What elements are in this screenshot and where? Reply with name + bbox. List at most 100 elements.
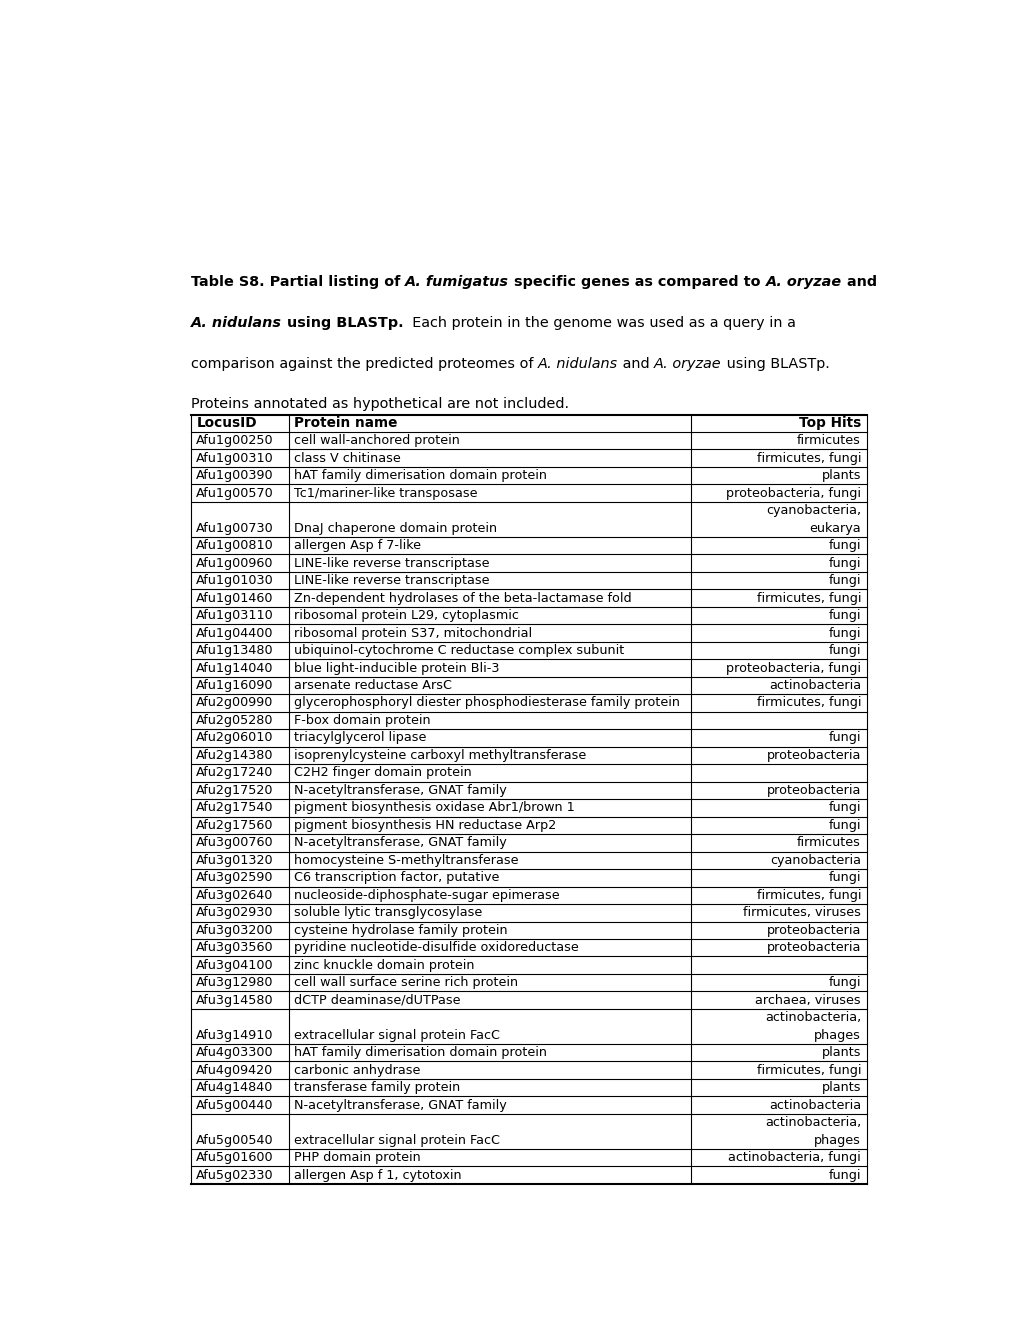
Text: Afu2g17540: Afu2g17540: [196, 801, 273, 814]
Text: Afu2g17560: Afu2g17560: [196, 818, 273, 832]
Text: phages: phages: [813, 1028, 860, 1041]
Text: phages: phages: [813, 1134, 860, 1147]
Text: LINE-like reverse transcriptase: LINE-like reverse transcriptase: [294, 557, 489, 570]
Text: pyridine nucleotide-disulfide oxidoreductase: pyridine nucleotide-disulfide oxidoreduc…: [294, 941, 579, 954]
Text: Afu1g16090: Afu1g16090: [196, 678, 273, 692]
Text: and: and: [841, 276, 876, 289]
Text: using BLASTp.: using BLASTp.: [721, 356, 828, 371]
Text: actinobacteria,: actinobacteria,: [764, 1115, 860, 1129]
Text: Afu3g02590: Afu3g02590: [196, 871, 273, 884]
Text: proteobacteria: proteobacteria: [766, 941, 860, 954]
Text: fungi: fungi: [827, 1168, 860, 1181]
Text: proteobacteria: proteobacteria: [766, 748, 860, 762]
Text: carbonic anhydrase: carbonic anhydrase: [294, 1064, 420, 1077]
Text: Afu1g00730: Afu1g00730: [196, 521, 274, 535]
Text: Afu1g00390: Afu1g00390: [196, 469, 274, 482]
Text: transferase family protein: transferase family protein: [294, 1081, 460, 1094]
Text: cell wall surface serine rich protein: cell wall surface serine rich protein: [294, 977, 518, 989]
Text: proteobacteria, fungi: proteobacteria, fungi: [726, 661, 860, 675]
Text: A. oryzae: A. oryzae: [764, 276, 841, 289]
Text: proteobacteria: proteobacteria: [766, 924, 860, 937]
Text: nucleoside-diphosphate-sugar epimerase: nucleoside-diphosphate-sugar epimerase: [294, 888, 559, 902]
Text: firmicutes, fungi: firmicutes, fungi: [756, 697, 860, 709]
Text: A. nidulans: A. nidulans: [537, 356, 618, 371]
Text: Protein name: Protein name: [294, 416, 397, 430]
Text: DnaJ chaperone domain protein: DnaJ chaperone domain protein: [294, 521, 497, 535]
Text: N-acetyltransferase, GNAT family: N-acetyltransferase, GNAT family: [294, 1098, 506, 1111]
Text: Top Hits: Top Hits: [798, 416, 860, 430]
Text: plants: plants: [820, 1081, 860, 1094]
Text: A. oryzae: A. oryzae: [653, 356, 721, 371]
Text: Afu3g03560: Afu3g03560: [196, 941, 274, 954]
Text: firmicutes: firmicutes: [797, 434, 860, 447]
Text: fungi: fungi: [827, 574, 860, 587]
Text: firmicutes, fungi: firmicutes, fungi: [756, 888, 860, 902]
Text: C2H2 finger domain protein: C2H2 finger domain protein: [294, 767, 472, 779]
Text: proteobacteria, fungi: proteobacteria, fungi: [726, 487, 860, 500]
Text: plants: plants: [820, 469, 860, 482]
Text: allergen Asp f 1, cytotoxin: allergen Asp f 1, cytotoxin: [294, 1168, 462, 1181]
Text: comparison against the predicted proteomes of: comparison against the predicted proteom…: [191, 356, 537, 371]
Text: N-acetyltransferase, GNAT family: N-acetyltransferase, GNAT family: [294, 837, 506, 849]
Text: Afu5g01600: Afu5g01600: [196, 1151, 274, 1164]
Text: F-box domain protein: F-box domain protein: [294, 714, 430, 727]
Text: Each protein in the genome was used as a query in a: Each protein in the genome was used as a…: [403, 315, 796, 330]
Text: Afu3g14580: Afu3g14580: [196, 994, 274, 1007]
Text: Afu2g17520: Afu2g17520: [196, 784, 273, 797]
Text: actinobacteria: actinobacteria: [768, 1098, 860, 1111]
Text: Afu1g01460: Afu1g01460: [196, 591, 273, 605]
Text: Afu1g00570: Afu1g00570: [196, 487, 274, 500]
Text: PHP domain protein: PHP domain protein: [294, 1151, 421, 1164]
Text: fungi: fungi: [827, 557, 860, 570]
Text: Afu3g01320: Afu3g01320: [196, 854, 274, 867]
Text: Afu1g00960: Afu1g00960: [196, 557, 273, 570]
Text: dCTP deaminase/dUTPase: dCTP deaminase/dUTPase: [294, 994, 461, 1007]
Text: LINE-like reverse transcriptase: LINE-like reverse transcriptase: [294, 574, 489, 587]
Text: N-acetyltransferase, GNAT family: N-acetyltransferase, GNAT family: [294, 784, 506, 797]
Text: Afu3g02930: Afu3g02930: [196, 907, 273, 919]
Text: proteobacteria: proteobacteria: [766, 784, 860, 797]
Text: class V chitinase: class V chitinase: [294, 451, 400, 465]
Text: Afu1g03110: Afu1g03110: [196, 609, 274, 622]
Text: Tc1/mariner-like transposase: Tc1/mariner-like transposase: [294, 487, 477, 500]
Text: extracellular signal protein FacC: extracellular signal protein FacC: [294, 1028, 499, 1041]
Text: and: and: [618, 356, 653, 371]
Text: firmicutes, fungi: firmicutes, fungi: [756, 451, 860, 465]
Text: fungi: fungi: [827, 818, 860, 832]
Text: actinobacteria, fungi: actinobacteria, fungi: [728, 1151, 860, 1164]
Text: archaea, viruses: archaea, viruses: [755, 994, 860, 1007]
Text: ribosomal protein L29, cytoplasmic: ribosomal protein L29, cytoplasmic: [294, 609, 519, 622]
Text: hAT family dimerisation domain protein: hAT family dimerisation domain protein: [294, 469, 547, 482]
Text: Afu3g04100: Afu3g04100: [196, 958, 274, 972]
Text: pigment biosynthesis oxidase Abr1/brown 1: pigment biosynthesis oxidase Abr1/brown …: [294, 801, 575, 814]
Text: Afu1g04400: Afu1g04400: [196, 627, 273, 640]
Text: Afu3g03200: Afu3g03200: [196, 924, 274, 937]
Text: specific genes as compared to: specific genes as compared to: [508, 276, 764, 289]
Text: using BLASTp.: using BLASTp.: [281, 315, 403, 330]
Text: cyanobacteria: cyanobacteria: [769, 854, 860, 867]
Text: arsenate reductase ArsC: arsenate reductase ArsC: [294, 678, 451, 692]
Text: Afu1g00250: Afu1g00250: [196, 434, 274, 447]
Text: A. nidulans: A. nidulans: [191, 315, 281, 330]
Text: hAT family dimerisation domain protein: hAT family dimerisation domain protein: [294, 1047, 547, 1059]
Text: plants: plants: [820, 1047, 860, 1059]
Text: Afu2g05280: Afu2g05280: [196, 714, 273, 727]
Text: Afu3g12980: Afu3g12980: [196, 977, 273, 989]
Text: LocusID: LocusID: [196, 416, 257, 430]
Text: Afu3g02640: Afu3g02640: [196, 888, 273, 902]
Text: fungi: fungi: [827, 977, 860, 989]
Text: Afu1g14040: Afu1g14040: [196, 661, 273, 675]
Text: Afu1g00810: Afu1g00810: [196, 539, 274, 552]
Text: firmicutes, fungi: firmicutes, fungi: [756, 1064, 860, 1077]
Text: fungi: fungi: [827, 627, 860, 640]
Text: fungi: fungi: [827, 731, 860, 744]
Text: C6 transcription factor, putative: C6 transcription factor, putative: [294, 871, 499, 884]
Text: Afu2g00990: Afu2g00990: [196, 697, 273, 709]
Text: Afu4g14840: Afu4g14840: [196, 1081, 273, 1094]
Text: soluble lytic transglycosylase: soluble lytic transglycosylase: [294, 907, 482, 919]
Text: firmicutes: firmicutes: [797, 837, 860, 849]
Text: Afu2g14380: Afu2g14380: [196, 748, 273, 762]
Text: Afu5g02330: Afu5g02330: [196, 1168, 274, 1181]
Text: fungi: fungi: [827, 871, 860, 884]
Text: Zn-dependent hydrolases of the beta-lactamase fold: Zn-dependent hydrolases of the beta-lact…: [294, 591, 632, 605]
